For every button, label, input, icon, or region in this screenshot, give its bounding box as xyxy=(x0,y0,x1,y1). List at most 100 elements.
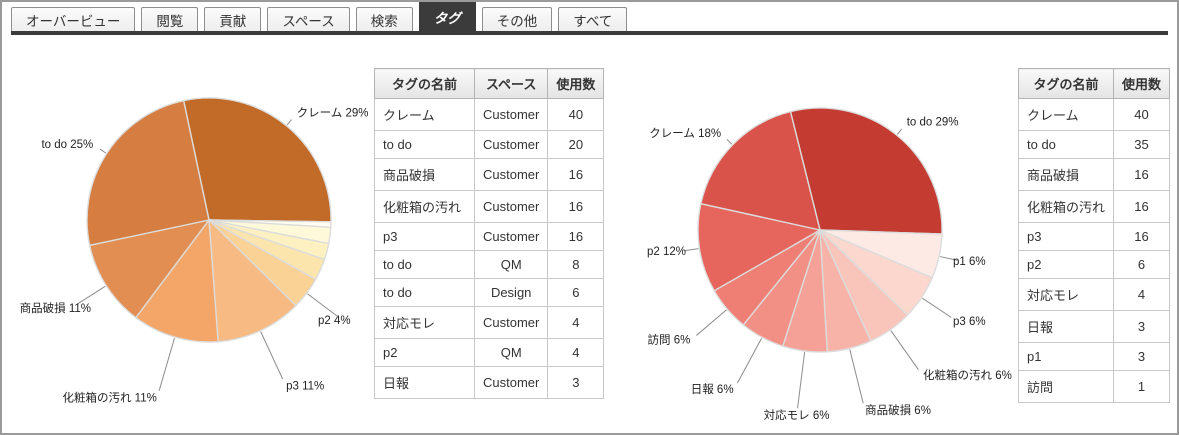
column-header: 使用数 xyxy=(547,68,605,99)
column-header: スペース xyxy=(473,68,549,99)
table-row: 対応モレ 4 xyxy=(1017,278,1171,311)
pie-leader-line xyxy=(696,309,727,336)
tab-all[interactable]: すべて xyxy=(558,7,628,31)
table-cell: 35 xyxy=(1113,130,1171,159)
table-row: to do QM 8 xyxy=(374,250,605,279)
table-cell: 1 xyxy=(1113,370,1171,403)
pie-slice xyxy=(86,99,210,247)
pie-slice-label: 訪問 6% xyxy=(648,333,691,347)
table-cell: 4 xyxy=(547,306,605,339)
pie-leader-line xyxy=(922,297,952,318)
table-cell: Customer xyxy=(473,222,549,251)
column-header: タグの名前 xyxy=(374,68,475,99)
tag-share-pie-right: to do 29% p1 6% p3 6% 化粧箱の汚れ 6% 商品破損 6% 対応モレ … xyxy=(647,107,1012,422)
table-cell: Customer xyxy=(473,158,549,191)
pie-leader-line xyxy=(939,256,958,261)
table-row: p1 3 xyxy=(1017,342,1171,371)
table-row: p3 Customer 16 xyxy=(374,222,605,251)
table-cell: 商品破損 xyxy=(374,158,475,191)
pie-slice xyxy=(697,202,822,292)
table-cell: 8 xyxy=(547,250,605,279)
table-row: クレーム 40 xyxy=(1017,98,1171,131)
table-cell: to do xyxy=(374,250,475,279)
column-header: 使用数 xyxy=(1113,68,1171,99)
table-cell: 16 xyxy=(1113,190,1171,223)
table-cell: 商品破損 xyxy=(1017,158,1115,191)
table-cell: to do xyxy=(374,278,475,307)
table-cell: 化粧箱の汚れ xyxy=(1017,190,1115,223)
pie-slice xyxy=(208,218,297,343)
table-cell: p2 xyxy=(374,338,475,367)
table-cell: 40 xyxy=(1113,98,1171,131)
table-cell: 訪問 xyxy=(1017,370,1115,403)
table-row: 日報 Customer 3 xyxy=(374,366,605,399)
pie-leader-line xyxy=(726,138,733,145)
table-cell: 3 xyxy=(1113,342,1171,371)
tab-views[interactable]: 閲覧 xyxy=(141,7,199,31)
table-cell: to do xyxy=(374,130,475,159)
table-cell: 16 xyxy=(1113,158,1171,191)
pie-slice-label: 商品破損 6% xyxy=(865,403,931,417)
pie-leader-line xyxy=(260,331,284,380)
tab-overview[interactable]: オーバービュー xyxy=(11,7,136,31)
pie-leader-line xyxy=(683,248,699,252)
tag-usage-table-left: タグの名前 スペース 使用数 クレーム Customer 40 to do Customer 2… xyxy=(374,68,605,399)
table-row: p2 6 xyxy=(1017,250,1171,279)
pie-slice xyxy=(700,110,821,231)
pie-slice xyxy=(134,218,219,343)
table-cell: 4 xyxy=(1113,278,1171,311)
table-cell: QM xyxy=(473,250,549,279)
pie-slice-label: 対応モレ 6% xyxy=(764,408,830,422)
table-row: 化粧箱の汚れ 16 xyxy=(1017,190,1171,223)
table-cell: to do xyxy=(1017,130,1115,159)
table-cell: p2 xyxy=(1017,250,1115,279)
table-cell: Customer xyxy=(473,306,549,339)
table-cell: 16 xyxy=(547,158,605,191)
pie-slice-label: to do 25% xyxy=(41,139,93,151)
table-row: to do Customer 20 xyxy=(374,130,605,159)
tab-tags[interactable]: タグ xyxy=(418,2,476,31)
table-row: 商品破損 16 xyxy=(1017,158,1171,191)
pie-leader-line xyxy=(76,285,106,305)
pie-leader-line xyxy=(286,119,292,126)
table-cell: 日報 xyxy=(1017,310,1115,343)
table-cell: Customer xyxy=(473,190,549,223)
table-row: 商品破損 Customer 16 xyxy=(374,158,605,191)
pie-slice-label: p1 6% xyxy=(953,256,986,268)
pie-slice-label: 商品破損 11% xyxy=(20,301,91,315)
table-row: 対応モレ Customer 4 xyxy=(374,306,605,339)
table-cell: p1 xyxy=(1017,342,1115,371)
table-cell: Customer xyxy=(473,98,549,131)
tab-others[interactable]: その他 xyxy=(481,7,553,31)
tab-spaces[interactable]: スペース xyxy=(267,7,350,31)
pie-leader-line xyxy=(158,337,175,391)
table-row: p3 16 xyxy=(1017,222,1171,251)
pie-slice-label: p2 4% xyxy=(318,315,351,327)
pie-leader-line xyxy=(797,351,806,409)
pie-leader-line xyxy=(896,128,903,135)
table-cell: 日報 xyxy=(374,366,475,399)
pie-slice-label: p3 6% xyxy=(953,316,986,328)
pie-leader-line xyxy=(890,330,919,370)
tab-search[interactable]: 検索 xyxy=(355,7,413,31)
pie-slice-label: p3 11% xyxy=(286,380,324,392)
tab-contribute[interactable]: 貢献 xyxy=(204,7,262,31)
pie-slice-label: クレーム 29% xyxy=(297,106,369,119)
table-row: クレーム Customer 40 xyxy=(374,98,605,131)
table-cell: 16 xyxy=(1113,222,1171,251)
pie-slice xyxy=(789,107,943,235)
table-cell: Customer xyxy=(473,130,549,159)
table-cell: 3 xyxy=(1113,310,1171,343)
table-cell: 4 xyxy=(547,338,605,367)
table-row: 化粧箱の汚れ Customer 16 xyxy=(374,190,605,223)
table-cell: クレーム xyxy=(374,98,475,131)
table-row: p2 QM 4 xyxy=(374,338,605,367)
pie-slice-label: p2 12% xyxy=(647,246,686,258)
table-cell: クレーム xyxy=(1017,98,1115,131)
table-row: to do Design 6 xyxy=(374,278,605,307)
pie-slice-label: 化粧箱の汚れ 11% xyxy=(62,391,156,405)
column-header: タグの名前 xyxy=(1017,68,1115,99)
table-row: 日報 3 xyxy=(1017,310,1171,343)
pie-leader-line xyxy=(736,338,763,384)
table-row: to do 35 xyxy=(1017,130,1171,159)
